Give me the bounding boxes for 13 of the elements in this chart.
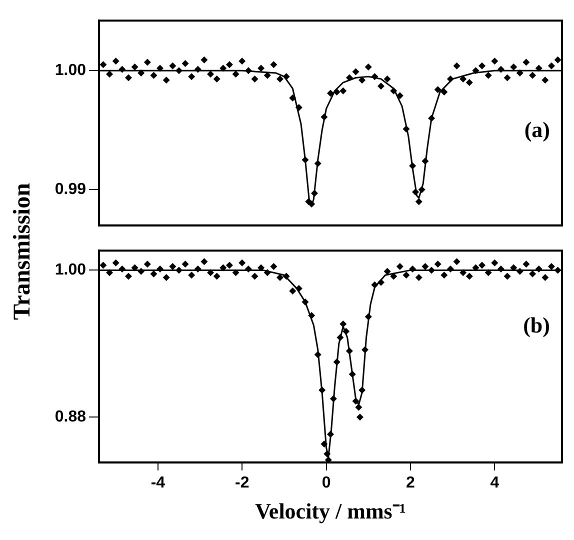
y-tick-label: 1.00 (54, 62, 86, 80)
y-tick-label: 0.88 (54, 408, 86, 426)
annotation: (a) (524, 116, 550, 142)
y-tick-label: 0.99 (54, 181, 86, 198)
x-tick-label: 2 (406, 474, 416, 492)
x-axis-title: Velocity / mms⁻¹ (255, 498, 406, 524)
x-tick-label: 0 (322, 474, 331, 492)
x-tick-label: -2 (234, 474, 250, 492)
y-tick-label: 1.00 (54, 262, 86, 279)
x-tick-label: -4 (150, 474, 166, 492)
y-axis-title: Transmission (10, 182, 36, 322)
annotation: (b) (523, 312, 550, 338)
x-tick-label: 4 (490, 474, 500, 492)
